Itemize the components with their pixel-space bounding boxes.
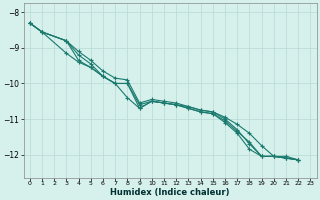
X-axis label: Humidex (Indice chaleur): Humidex (Indice chaleur) <box>110 188 230 197</box>
